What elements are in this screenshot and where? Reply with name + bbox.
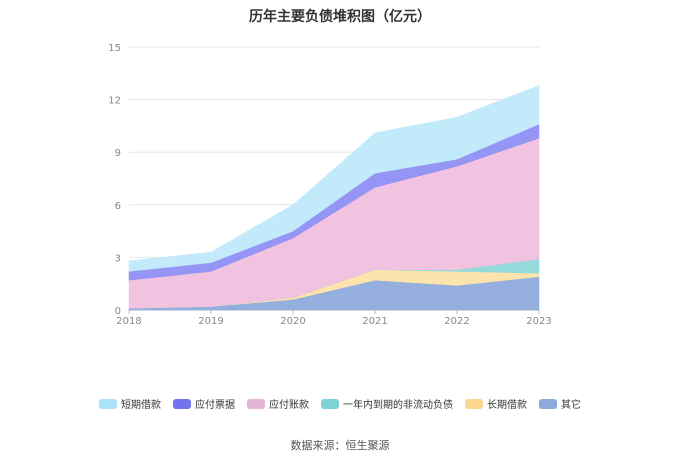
legend-item-notes-payable[interactable]: 应付票据: [173, 396, 235, 411]
legend-label: 应付票据: [195, 400, 235, 411]
y-tick-label: 0: [115, 306, 121, 317]
y-tick-label: 15: [108, 43, 121, 54]
legend-item-short-term-borrowings[interactable]: 短期借款: [99, 396, 161, 411]
stacked-area-chart: 0 3 6 9 12 15 2018 2019 2020 2021 2022 2023: [108, 43, 551, 327]
legend-swatch: [173, 398, 191, 409]
y-tick-label: 12: [108, 96, 121, 107]
data-source: 数据来源：恒生聚源: [290, 439, 390, 452]
x-tick-label: 2023: [526, 316, 551, 327]
legend-label: 长期借款: [487, 400, 527, 411]
y-tick-label: 9: [115, 148, 121, 159]
legend-item-current-noncurrent-liabilities[interactable]: 一年内到期的非流动负债: [321, 396, 453, 411]
legend-item-accounts-payable[interactable]: 应付账款: [247, 396, 309, 411]
legend-item-long-term-borrowings[interactable]: 长期借款: [465, 396, 527, 411]
legend-swatch: [321, 398, 339, 409]
legend-label: 短期借款: [121, 400, 161, 411]
chart-legend: 短期借款 应付票据 应付账款 一年内到期的非流动负债 长期借款 其它: [0, 396, 680, 411]
legend-label: 应付账款: [269, 400, 309, 411]
legend-swatch: [465, 398, 483, 409]
area-series-短期借款: [128, 85, 540, 272]
x-tick-label: 2022: [444, 316, 469, 327]
x-tick-label: 2021: [362, 316, 387, 327]
y-tick-label: 3: [115, 253, 121, 264]
legend-label: 其它: [561, 400, 581, 411]
legend-swatch: [99, 398, 117, 409]
legend-swatch: [539, 398, 557, 409]
legend-item-other[interactable]: 其它: [539, 396, 581, 411]
x-tick-label: 2019: [198, 316, 223, 327]
chart-title: 历年主要负债堆积图（亿元）: [249, 9, 431, 25]
x-tick-label: 2018: [116, 316, 141, 327]
y-tick-label: 6: [115, 201, 121, 212]
legend-label: 一年内到期的非流动负债: [343, 400, 453, 411]
legend-swatch: [247, 398, 265, 409]
x-tick-label: 2020: [280, 316, 305, 327]
